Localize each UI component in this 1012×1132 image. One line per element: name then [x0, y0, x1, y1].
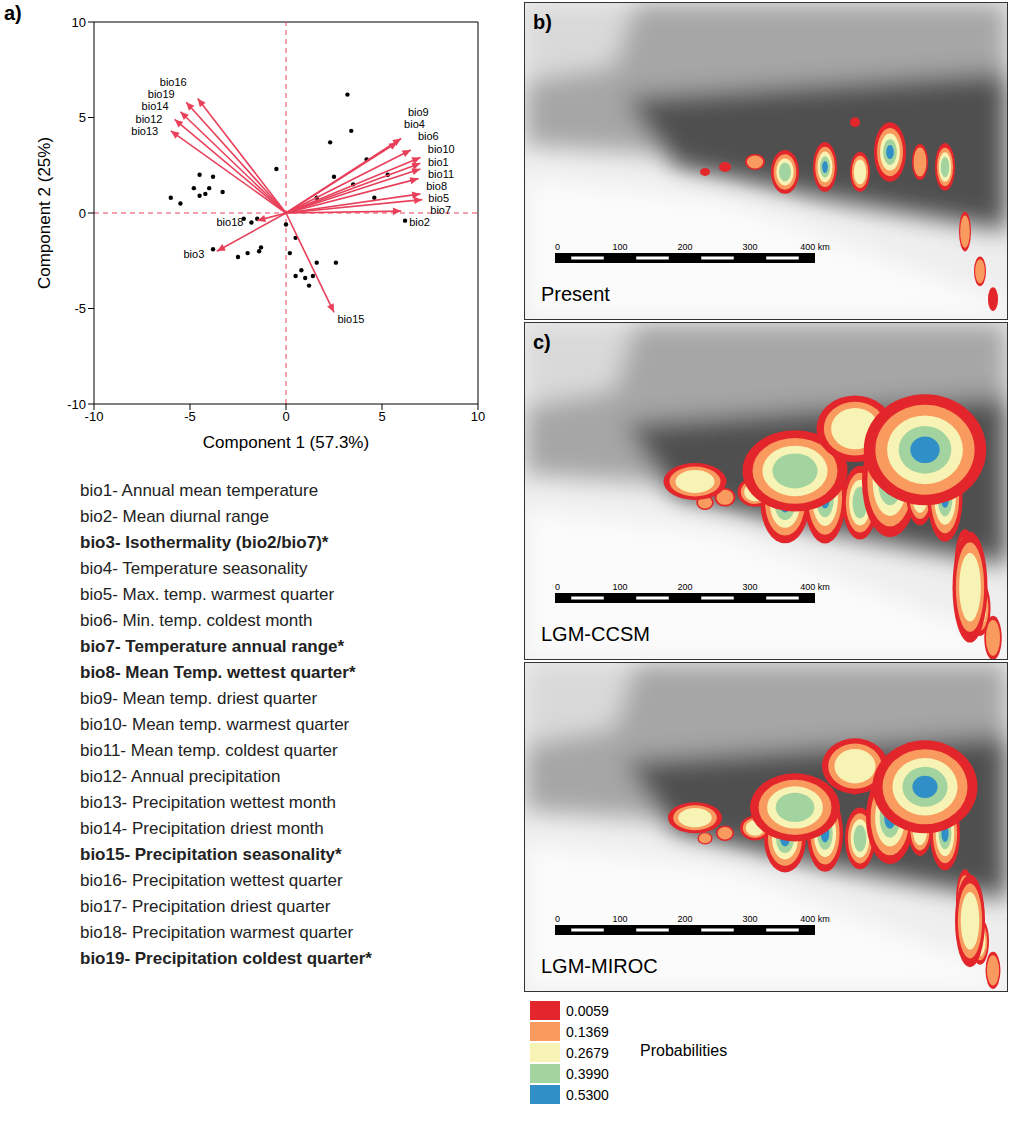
svg-text:200: 200	[677, 914, 692, 924]
html-text:0.0059: 0.0059	[566, 1002, 609, 1019]
html-text:0.5300: 0.5300	[566, 1086, 609, 1103]
svg-text:-5: -5	[74, 301, 86, 316]
svg-text:-10: -10	[85, 409, 104, 424]
svg-text:300: 300	[742, 242, 757, 252]
svg-text:bio10: bio10	[428, 143, 455, 155]
svg-text:bio11: bio11	[428, 168, 454, 180]
svg-text:Present: Present	[541, 283, 610, 305]
svg-text:bio19: bio19	[148, 88, 175, 100]
svg-text:bio3: bio3	[183, 248, 204, 260]
svg-text:400 km: 400 km	[800, 242, 830, 252]
svg-text:0: 0	[79, 206, 86, 221]
html-text:bio16- Precipitation wettest q: bio16- Precipitation wettest quarter	[80, 871, 343, 890]
svg-text:100: 100	[612, 582, 627, 592]
html-text:bio10- Mean temp. warmest quar: bio10- Mean temp. warmest quarter	[80, 715, 350, 734]
svg-text:Component 1 (57.3%): Component 1 (57.3%)	[203, 433, 369, 452]
html-text:bio4- Temperature seasonality: bio4- Temperature seasonality	[80, 559, 308, 578]
svg-text:bio12: bio12	[136, 113, 163, 125]
svg-text:5: 5	[79, 110, 86, 125]
svg-text:bio13: bio13	[131, 125, 158, 137]
html-text:bio8- Mean Temp. wettest quart: bio8- Mean Temp. wettest quarter*	[80, 663, 356, 682]
svg-text:100: 100	[612, 242, 627, 252]
svg-text:bio2: bio2	[409, 216, 430, 228]
html-text:bio17- Precipitation driest qu: bio17- Precipitation driest quarter	[80, 897, 331, 916]
html-text:bio1- Annual mean temperature: bio1- Annual mean temperature	[80, 481, 319, 500]
svg-text:5: 5	[378, 409, 385, 424]
html-text:bio11- Mean temp. coldest quar: bio11- Mean temp. coldest quarter	[80, 741, 338, 760]
html-text:bio6- Min. temp. coldest month: bio6- Min. temp. coldest month	[80, 611, 313, 630]
svg-text:bio4: bio4	[404, 118, 425, 130]
svg-text:400 km: 400 km	[800, 914, 830, 924]
svg-text:bio9: bio9	[408, 106, 429, 118]
svg-text:LGM-CCSM: LGM-CCSM	[541, 623, 650, 645]
svg-text:-10: -10	[67, 397, 86, 412]
svg-text:300: 300	[742, 582, 757, 592]
html-text:bio18- Precipitation warmest q: bio18- Precipitation warmest quarter	[80, 923, 354, 942]
svg-text:bio7: bio7	[430, 204, 451, 216]
svg-text:bio14: bio14	[142, 100, 169, 112]
html-text:bio19- Precipitation coldest q: bio19- Precipitation coldest quarter*	[80, 949, 372, 968]
svg-text:300: 300	[742, 914, 757, 924]
html-text:bio13- Precipitation wettest m: bio13- Precipitation wettest month	[80, 793, 337, 812]
svg-text:100: 100	[612, 914, 627, 924]
html-text:a): a)	[4, 2, 22, 24]
svg-text:200: 200	[677, 242, 692, 252]
svg-text:Component 2 (25%): Component 2 (25%)	[35, 137, 54, 289]
svg-text:0: 0	[555, 582, 560, 592]
html-text:0.3990: 0.3990	[566, 1065, 609, 1082]
svg-text:10: 10	[72, 15, 86, 30]
svg-text:bio5: bio5	[428, 192, 449, 204]
svg-text:0: 0	[282, 409, 289, 424]
html-text:bio7- Temperature annual range: bio7- Temperature annual range*	[80, 637, 345, 656]
svg-text:200: 200	[677, 582, 692, 592]
svg-text:c): c)	[533, 331, 551, 353]
html-text:bio14- Precipitation driest mo: bio14- Precipitation driest month	[80, 819, 324, 838]
svg-text:10: 10	[471, 409, 485, 424]
html-text:bio9- Mean temp. driest quarte: bio9- Mean temp. driest quarter	[80, 689, 318, 708]
html-text:Probabilities: Probabilities	[640, 1042, 728, 1059]
svg-text:bio15: bio15	[337, 313, 364, 325]
svg-text:bio8: bio8	[426, 180, 447, 192]
html-text:bio5- Max. temp. warmest quart: bio5- Max. temp. warmest quarter	[80, 585, 335, 604]
svg-text:0: 0	[555, 242, 560, 252]
svg-text:400 km: 400 km	[800, 582, 830, 592]
html-text:bio15- Precipitation seasonali: bio15- Precipitation seasonality*	[80, 845, 342, 864]
svg-text:-5: -5	[184, 409, 196, 424]
svg-text:bio18: bio18	[216, 216, 243, 228]
html-text:bio3- Isothermality (bio2/bio7: bio3- Isothermality (bio2/bio7)*	[80, 533, 329, 552]
svg-text:0: 0	[555, 914, 560, 924]
svg-text:LGM-MIROC: LGM-MIROC	[541, 955, 658, 977]
html-text:bio2- Mean diurnal range: bio2- Mean diurnal range	[80, 507, 269, 526]
html-text:bio12- Annual precipitation: bio12- Annual precipitation	[80, 767, 281, 786]
svg-text:bio6: bio6	[418, 130, 439, 142]
html-text:0.2679: 0.2679	[566, 1044, 609, 1061]
svg-text:b): b)	[533, 11, 552, 33]
svg-text:bio16: bio16	[160, 76, 187, 88]
svg-text:bio1: bio1	[428, 156, 449, 168]
html-text:0.1369: 0.1369	[566, 1023, 609, 1040]
